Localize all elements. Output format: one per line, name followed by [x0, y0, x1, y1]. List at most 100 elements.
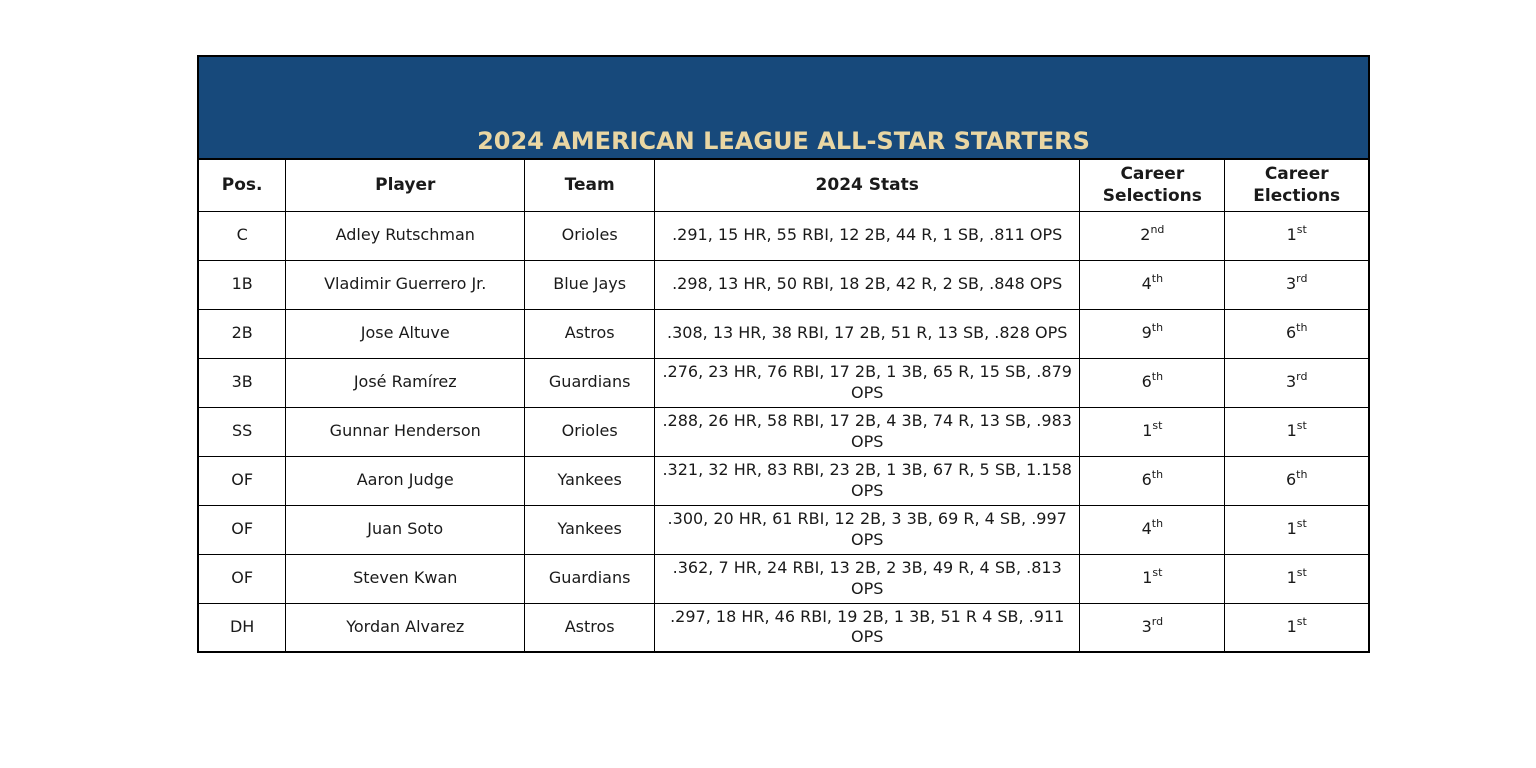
ordinal-suffix: th: [1296, 320, 1308, 334]
ordinal-suffix: st: [1296, 222, 1307, 236]
pos-cell: SS: [197, 406, 287, 457]
selections-cell: 6th: [1079, 357, 1226, 408]
allstar-table-container: 2024 AMERICAN LEAGUE ALL-STAR STARTERS P…: [197, 55, 1370, 653]
selections-cell: 2nd: [1079, 210, 1226, 261]
table-title-banner: 2024 AMERICAN LEAGUE ALL-STAR STARTERS: [197, 55, 1370, 158]
player-cell: Adley Rutschman: [285, 210, 526, 261]
elections-cell: 1st: [1224, 553, 1370, 604]
team-cell: Orioles: [524, 406, 656, 457]
table-row: OF Steven Kwan Guardians .362, 7 HR, 24 …: [197, 553, 1370, 604]
selections-cell: 1st: [1079, 406, 1226, 457]
elections-cell: 3rd: [1224, 259, 1370, 310]
stats-cell: .300, 20 HR, 61 RBI, 12 2B, 3 3B, 69 R, …: [654, 504, 1081, 555]
ordinal-suffix: th: [1296, 467, 1308, 481]
ordinal-suffix: th: [1151, 320, 1164, 334]
ordinal-suffix: st: [1296, 565, 1307, 579]
selections-cell: 1st: [1079, 553, 1226, 604]
col-header-pos: Pos.: [197, 158, 287, 212]
ordinal-suffix: st: [1296, 418, 1307, 432]
table-row: C Adley Rutschman Orioles .291, 15 HR, 5…: [197, 210, 1370, 261]
pos-cell: OF: [197, 553, 287, 604]
team-cell: Astros: [524, 602, 656, 653]
ordinal-value: 6: [1285, 470, 1297, 490]
team-cell: Guardians: [524, 553, 656, 604]
col-header-player: Player: [285, 158, 526, 212]
player-cell: Juan Soto: [285, 504, 526, 555]
pos-cell: 1B: [197, 259, 287, 310]
table-row: OF Aaron Judge Yankees .321, 32 HR, 83 R…: [197, 455, 1370, 506]
col-header-career-elections: Career Elections: [1224, 158, 1370, 212]
pos-cell: OF: [197, 455, 287, 506]
ordinal-value: 1: [1286, 519, 1297, 539]
elections-cell: 1st: [1224, 406, 1370, 457]
elections-cell: 1st: [1224, 504, 1370, 555]
ordinal-value: 1: [1286, 568, 1297, 588]
team-cell: Astros: [524, 308, 656, 359]
table-row: 3B José Ramírez Guardians .276, 23 HR, 7…: [197, 357, 1370, 408]
ordinal-suffix: rd: [1296, 369, 1308, 383]
ordinal-suffix: rd: [1296, 271, 1308, 285]
team-cell: Guardians: [524, 357, 656, 408]
pos-cell: 3B: [197, 357, 287, 408]
ordinal-value: 1: [1142, 568, 1153, 588]
ordinal-value: 4: [1141, 519, 1152, 539]
ordinal-suffix: st: [1296, 516, 1307, 530]
ordinal-value: 1: [1286, 617, 1297, 637]
pos-cell: OF: [197, 504, 287, 555]
elections-cell: 3rd: [1224, 357, 1370, 408]
ordinal-value: 1: [1142, 421, 1153, 441]
elections-cell: 1st: [1224, 210, 1370, 261]
pos-cell: DH: [197, 602, 287, 653]
col-header-stats: 2024 Stats: [654, 158, 1081, 212]
ordinal-value: 3: [1141, 617, 1152, 637]
ordinal-suffix: nd: [1150, 222, 1165, 236]
team-cell: Yankees: [524, 455, 656, 506]
table-row: SS Gunnar Henderson Orioles .288, 26 HR,…: [197, 406, 1370, 457]
stats-cell: .291, 15 HR, 55 RBI, 12 2B, 44 R, 1 SB, …: [654, 210, 1081, 261]
ordinal-value: 6: [1141, 470, 1152, 490]
pos-cell: 2B: [197, 308, 287, 359]
stats-cell: .276, 23 HR, 76 RBI, 17 2B, 1 3B, 65 R, …: [654, 357, 1081, 408]
player-cell: José Ramírez: [285, 357, 526, 408]
header-row: Pos. Player Team 2024 Stats Career Selec…: [197, 158, 1370, 212]
elections-cell: 1st: [1224, 602, 1370, 653]
ordinal-suffix: st: [1152, 565, 1163, 579]
selections-cell: 3rd: [1079, 602, 1226, 653]
player-cell: Yordan Alvarez: [285, 602, 526, 653]
team-cell: Yankees: [524, 504, 656, 555]
selections-cell: 4th: [1079, 504, 1226, 555]
ordinal-suffix: th: [1151, 516, 1164, 530]
col-header-team: Team: [524, 158, 656, 212]
team-cell: Orioles: [524, 210, 656, 261]
selections-cell: 9th: [1079, 308, 1226, 359]
player-cell: Aaron Judge: [285, 455, 526, 506]
table-row: 2B Jose Altuve Astros .308, 13 HR, 38 RB…: [197, 308, 1370, 359]
ordinal-suffix: rd: [1151, 614, 1164, 628]
ordinal-suffix: th: [1151, 369, 1164, 383]
table-body: C Adley Rutschman Orioles .291, 15 HR, 5…: [197, 210, 1370, 653]
col-header-career-selections: Career Selections: [1079, 158, 1226, 212]
player-cell: Steven Kwan: [285, 553, 526, 604]
ordinal-value: 1: [1286, 421, 1297, 441]
stats-cell: .298, 13 HR, 50 RBI, 18 2B, 42 R, 2 SB, …: [654, 259, 1081, 310]
stats-cell: .288, 26 HR, 58 RBI, 17 2B, 4 3B, 74 R, …: [654, 406, 1081, 457]
elections-cell: 6th: [1224, 308, 1370, 359]
ordinal-value: 1: [1286, 225, 1297, 245]
selections-cell: 4th: [1079, 259, 1226, 310]
ordinal-value: 4: [1141, 274, 1152, 294]
ordinal-value: 3: [1285, 372, 1297, 392]
ordinal-suffix: th: [1151, 271, 1164, 285]
player-cell: Jose Altuve: [285, 308, 526, 359]
ordinal-value: 6: [1141, 372, 1152, 392]
elections-cell: 6th: [1224, 455, 1370, 506]
allstar-starters-table: Pos. Player Team 2024 Stats Career Selec…: [197, 158, 1370, 653]
ordinal-suffix: st: [1152, 418, 1163, 432]
pos-cell: C: [197, 210, 287, 261]
ordinal-value: 2: [1140, 225, 1151, 245]
table-row: DH Yordan Alvarez Astros .297, 18 HR, 46…: [197, 602, 1370, 653]
table-title: 2024 AMERICAN LEAGUE ALL-STAR STARTERS: [477, 127, 1090, 155]
ordinal-suffix: th: [1151, 467, 1164, 481]
stats-cell: .362, 7 HR, 24 RBI, 13 2B, 2 3B, 49 R, 4…: [654, 553, 1081, 604]
table-row: OF Juan Soto Yankees .300, 20 HR, 61 RBI…: [197, 504, 1370, 555]
stats-cell: .321, 32 HR, 83 RBI, 23 2B, 1 3B, 67 R, …: [654, 455, 1081, 506]
